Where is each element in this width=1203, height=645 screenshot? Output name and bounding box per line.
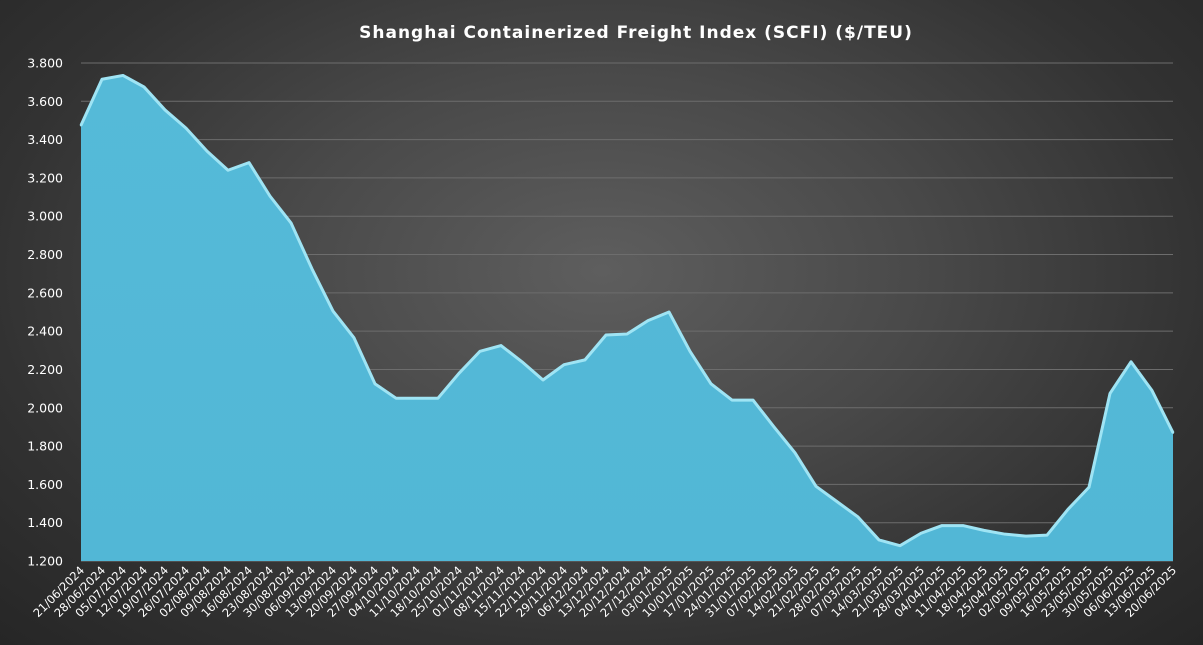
data-point: [310, 267, 314, 271]
y-tick-label: 3.200: [27, 170, 63, 185]
data-point: [436, 396, 440, 400]
y-tick-label: 1.200: [27, 554, 63, 569]
data-point: [79, 124, 83, 127]
data-point: [835, 500, 839, 503]
data-point: [793, 451, 797, 454]
data-point: [142, 85, 146, 89]
data-point: [961, 524, 965, 527]
data-point: [499, 344, 503, 347]
data-point: [772, 425, 776, 429]
data-point: [1003, 532, 1007, 536]
data-point: [394, 396, 398, 400]
data-point: [268, 194, 272, 198]
y-tick-label: 3.400: [27, 132, 63, 147]
data-point: [541, 378, 545, 382]
data-point: [1024, 534, 1028, 538]
data-point: [1066, 508, 1070, 511]
y-tick-label: 3.000: [27, 209, 63, 224]
data-point: [877, 538, 881, 542]
data-point: [604, 333, 608, 337]
y-tick-label: 2.800: [27, 247, 63, 262]
data-point: [226, 169, 230, 172]
y-tick-label: 2.600: [27, 285, 63, 300]
y-tick-label: 1.400: [27, 515, 63, 530]
data-point: [247, 161, 251, 164]
data-point: [814, 485, 818, 488]
data-point: [415, 396, 419, 400]
data-point: [373, 382, 377, 386]
data-point: [331, 309, 335, 313]
y-tick-label: 2.200: [27, 362, 63, 377]
data-point: [583, 358, 587, 362]
data-point: [625, 332, 629, 336]
area-fill: [81, 75, 1173, 561]
data-point: [919, 532, 923, 535]
x-axis-tick-labels: 21/06/202428/06/202405/07/202412/07/2024…: [30, 563, 1179, 620]
y-tick-label: 3.800: [27, 56, 63, 71]
data-point: [751, 398, 755, 402]
data-point: [1108, 392, 1112, 395]
data-point: [520, 360, 524, 363]
data-point: [205, 149, 209, 153]
data-point: [1045, 533, 1049, 537]
data-point: [562, 363, 566, 366]
data-point: [898, 544, 902, 547]
data-point: [856, 515, 860, 519]
data-area: [79, 73, 1175, 561]
y-tick-label: 2.400: [27, 324, 63, 339]
data-point: [1150, 389, 1154, 392]
data-point: [184, 126, 188, 130]
y-tick-label: 1.800: [27, 439, 63, 454]
data-point: [457, 372, 461, 375]
y-tick-label: 1.600: [27, 477, 63, 492]
data-point: [121, 74, 125, 77]
data-point: [289, 221, 293, 225]
data-point: [982, 529, 986, 532]
data-point: [646, 319, 650, 322]
data-point: [478, 350, 482, 353]
y-tick-label: 3.600: [27, 94, 63, 109]
y-axis-tick-labels: 1.200 1.400 1.600 1.800 2.000 2.200 2.400 2.600…: [27, 56, 63, 569]
data-point: [1129, 360, 1133, 363]
chart-title: Shanghai Containerized Freight Index (SC…: [359, 23, 913, 43]
data-point: [1171, 431, 1175, 434]
data-point: [352, 336, 356, 340]
data-point: [100, 78, 104, 81]
data-point: [730, 398, 734, 402]
data-point: [688, 350, 692, 353]
data-point: [709, 382, 713, 386]
data-point: [163, 108, 167, 112]
data-point: [667, 310, 671, 314]
data-point: [940, 524, 944, 527]
data-point: [1087, 486, 1091, 489]
y-tick-label: 2.000: [27, 400, 63, 415]
